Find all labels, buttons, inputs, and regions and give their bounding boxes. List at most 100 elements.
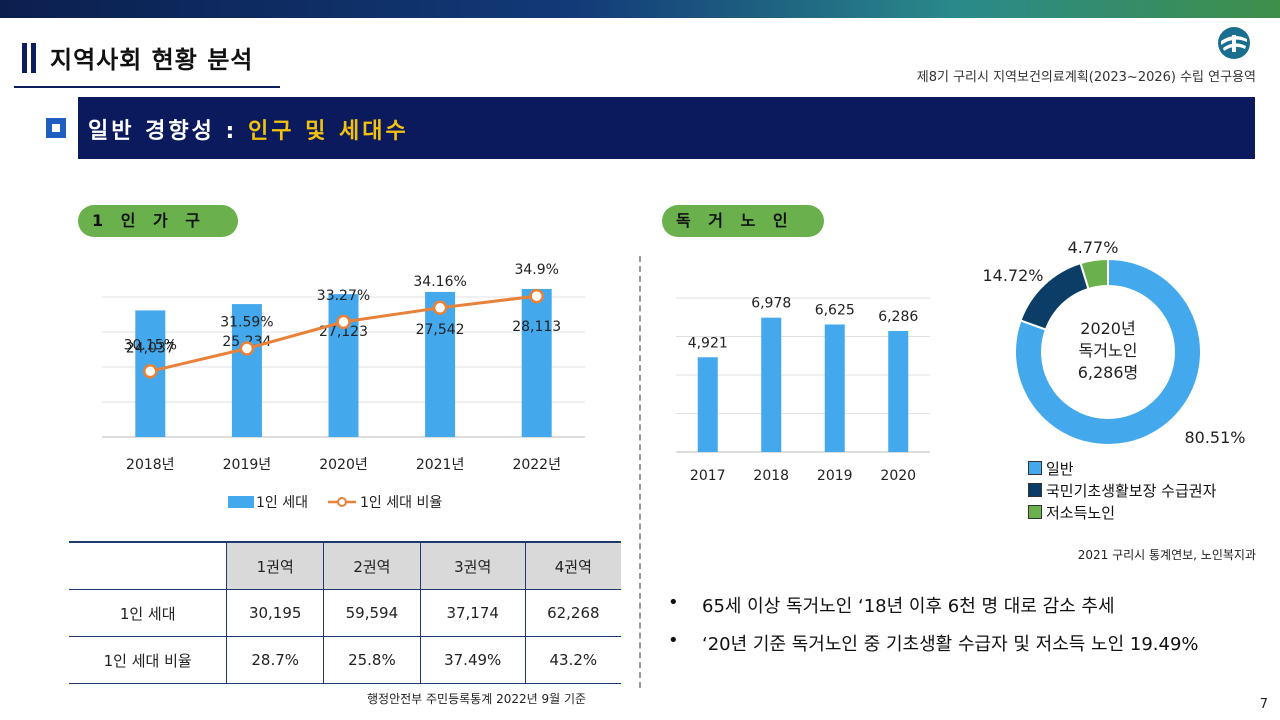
city-logo-icon — [1218, 27, 1250, 59]
table-row-label: 1인 세대 비율 — [69, 636, 227, 684]
table-cell: 43.2% — [524, 636, 621, 684]
table-row: 1인 세대 비율 28.7% 25.8% 37.49% 43.2% — [69, 636, 621, 684]
donut-center-label: 6,286명 — [1078, 363, 1139, 382]
banner-prefix: 일반 경향성 : — [88, 119, 248, 144]
x-tick-label: 2017 — [690, 468, 726, 484]
x-tick-label: 2018년 — [126, 457, 175, 473]
legend-swatch-bar — [228, 496, 254, 508]
left-source-note: 행정안전부 주민등록통계 2022년 9월 기준 — [367, 692, 587, 706]
bar-data-label: 6,978 — [751, 296, 791, 312]
heading-bars-icon — [22, 42, 36, 73]
slice-label: 4.77% — [1068, 238, 1119, 257]
bar — [761, 317, 782, 452]
line-data-label: 31.59% — [220, 314, 273, 330]
line-data-label: 34.9% — [514, 262, 558, 278]
legend-label: 1인 세대 비율 — [360, 495, 442, 511]
elderly-alone-chart: 4,921 2017 6,978 2018 6,625 2019 6,286 2020 — [676, 296, 930, 484]
line-data-label: 30.15% — [124, 337, 177, 353]
legend-label: 일반 — [1046, 459, 1074, 478]
donut-slice — [1014, 257, 1202, 446]
list-item: • ‘20년 기준 독거노인 중 기초생활 수급자 및 저소득 노인 19.49% — [668, 630, 1199, 656]
bar — [521, 288, 552, 437]
donut-slice — [1079, 257, 1109, 291]
single-household-chart: 24,0372018년25,2342019년27,1232020년27,5422… — [102, 262, 585, 511]
banner-bullet-icon — [46, 118, 66, 138]
banner-highlight: 인구 및 세대수 — [247, 119, 409, 144]
bar-data-label: 28,113 — [512, 319, 561, 335]
table-header-row: 1권역 2권역 3권역 4권역 — [69, 541, 621, 590]
legend-item: 일반 — [1028, 457, 1216, 479]
bar-data-label: 27,123 — [319, 324, 368, 340]
legend-swatch — [1028, 505, 1042, 519]
table-cell: 30,195 — [226, 589, 324, 637]
right-source-note: 2021 구리시 통계연보, 노인복지과 — [1077, 548, 1256, 562]
line-point — [336, 314, 351, 330]
slice-label: 80.51% — [1184, 428, 1245, 447]
table-cell: 59,594 — [323, 589, 421, 637]
line-data-label: 34.16% — [413, 274, 466, 290]
x-tick-label: 2019년 — [223, 457, 272, 473]
bar — [888, 330, 909, 452]
table-header-cell: 3권역 — [419, 541, 526, 590]
bar-data-label: 24,037 — [126, 340, 175, 356]
line-point — [239, 341, 255, 356]
legend-swatch — [1028, 483, 1042, 497]
x-tick-label: 2022년 — [512, 457, 561, 473]
x-tick-label: 2021년 — [416, 457, 465, 473]
section-heading: 지역사회 현황 분석 — [22, 40, 253, 75]
table-row-label: 1인 세대 — [69, 589, 227, 637]
donut-center-label: 독거노인 — [1079, 341, 1138, 360]
table-cell: 25.8% — [323, 636, 421, 684]
legend-item: 국민기초생활보장 수급권자 — [1028, 479, 1216, 501]
slice-label: 14.72% — [982, 266, 1043, 285]
banner-title: 일반 경향성 : 인구 및 세대수 — [88, 113, 409, 145]
report-title: 제8기 구리시 지역보건의료계획(2023~2026) 수립 연구용역 — [916, 70, 1256, 85]
bar-data-label: 6,286 — [878, 309, 918, 325]
bullet-dot-icon: • — [668, 592, 679, 613]
legend-label: 국민기초생활보장 수급권자 — [1046, 481, 1217, 500]
table-header-cell: 2권역 — [323, 541, 421, 590]
donut-center-label: 2020년 — [1080, 319, 1135, 338]
x-tick-label: 2020 — [880, 468, 916, 484]
section-title: 지역사회 현황 분석 — [50, 46, 254, 74]
table-header-cell — [69, 541, 227, 590]
table-row: 1인 세대 30,195 59,594 37,174 62,268 — [69, 589, 621, 637]
legend-item: 저소득노인 — [1028, 501, 1216, 523]
table-header-cell: 4권역 — [524, 541, 621, 590]
summary-bullets: • 65세 이상 독거노인 ‘18년 이후 6천 명 대로 감소 추세 • ‘20년… — [668, 592, 1199, 668]
page-number: 7 — [1259, 697, 1268, 712]
x-tick-label: 2020년 — [319, 457, 368, 473]
bullet-dot-icon: • — [668, 630, 679, 651]
bar-data-label: 6,625 — [815, 302, 855, 318]
bullet-text: ‘20년 기준 독거노인 중 기초생활 수급자 및 저소득 노인 19.49% — [702, 634, 1199, 655]
bar — [231, 304, 262, 437]
bar — [425, 291, 456, 437]
donut-legend: 일반 국민기초생활보장 수급권자 저소득노인 — [1028, 457, 1216, 523]
region-table: 1권역 2권역 3권역 4권역 1인 세대 30,195 59,594 37,1… — [69, 541, 621, 684]
table-cell: 28.7% — [226, 636, 324, 684]
legend-label: 저소득노인 — [1046, 503, 1116, 522]
table-cell: 62,268 — [524, 589, 621, 637]
bar-data-label: 4,921 — [688, 335, 728, 351]
dashed-divider — [639, 256, 641, 688]
title-underline — [14, 86, 280, 88]
x-tick-label: 2019 — [817, 468, 853, 484]
line-data-label: 33.27% — [317, 288, 370, 304]
list-item: • 65세 이상 독거노인 ‘18년 이후 6천 명 대로 감소 추세 — [668, 592, 1199, 618]
x-tick-label: 2018 — [753, 468, 789, 484]
table-cell: 37,174 — [419, 589, 526, 637]
line-point — [143, 364, 158, 379]
top-gradient-bar — [0, 0, 1280, 18]
legend-label: 1인 세대 — [256, 495, 308, 511]
bar — [824, 324, 845, 452]
pill-single-household: 1 인 가 구 — [78, 205, 238, 237]
line-point — [529, 288, 544, 304]
bar — [697, 357, 718, 452]
topic-banner: 일반 경향성 : 인구 및 세대수 — [78, 97, 1255, 159]
legend-swatch — [1028, 461, 1042, 475]
line-point — [432, 300, 448, 316]
table-header-cell: 1권역 — [226, 541, 324, 590]
bar-data-label: 27,542 — [416, 322, 465, 338]
table-cell: 37.49% — [419, 636, 526, 684]
